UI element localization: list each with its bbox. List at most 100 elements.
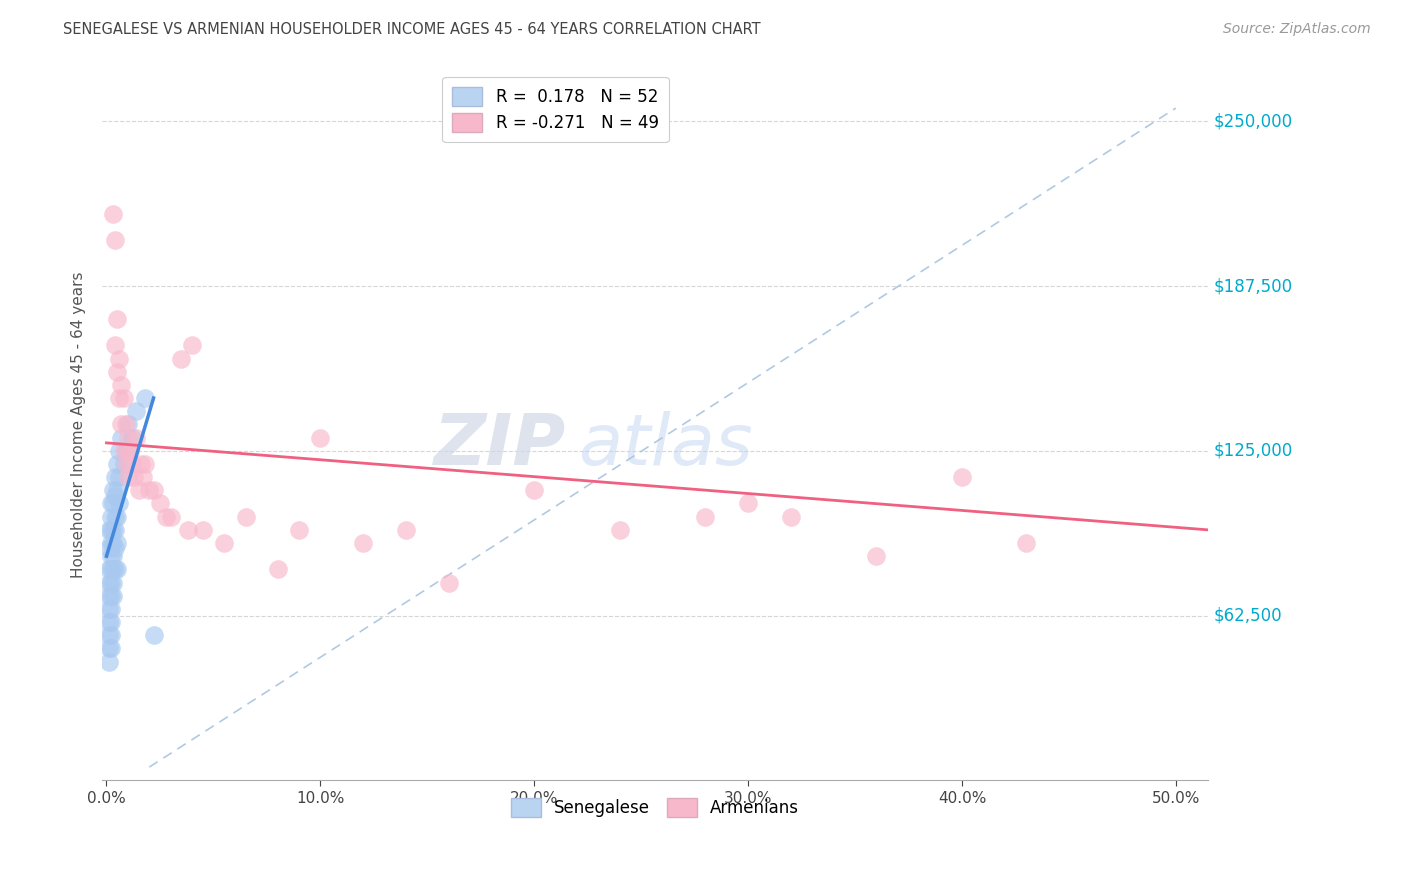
Point — [105, 312, 128, 326]
Point — [101, 536, 124, 550]
Point — [110, 431, 132, 445]
Point — [118, 443, 141, 458]
Point — [132, 470, 155, 484]
Point — [110, 417, 132, 432]
Point — [97, 589, 120, 603]
Point — [181, 338, 204, 352]
Point — [104, 489, 127, 503]
Point — [117, 470, 139, 484]
Point — [950, 470, 973, 484]
Point — [117, 443, 139, 458]
Point — [1015, 536, 1038, 550]
Point — [288, 523, 311, 537]
Point — [117, 417, 139, 432]
Point — [134, 391, 156, 405]
Point — [105, 509, 128, 524]
Point — [105, 365, 128, 379]
Legend: Senegalese, Armenians: Senegalese, Armenians — [502, 789, 807, 825]
Point — [97, 575, 120, 590]
Text: $125,000: $125,000 — [1213, 442, 1292, 459]
Point — [101, 575, 124, 590]
Point — [695, 509, 717, 524]
Point — [101, 206, 124, 220]
Point — [101, 589, 124, 603]
Point — [97, 523, 120, 537]
Point — [97, 628, 120, 642]
Text: $62,500: $62,500 — [1213, 607, 1282, 624]
Point — [108, 443, 131, 458]
Point — [737, 496, 759, 510]
Text: atlas: atlas — [578, 411, 752, 480]
Point — [101, 483, 124, 498]
Point — [128, 483, 150, 498]
Text: SENEGALESE VS ARMENIAN HOUSEHOLDER INCOME AGES 45 - 64 YEARS CORRELATION CHART: SENEGALESE VS ARMENIAN HOUSEHOLDER INCOM… — [63, 22, 761, 37]
Point — [191, 523, 214, 537]
Point — [100, 589, 122, 603]
Point — [104, 470, 127, 484]
Text: Source: ZipAtlas.com: Source: ZipAtlas.com — [1223, 22, 1371, 37]
Point — [108, 391, 131, 405]
Point — [142, 483, 165, 498]
Point — [129, 457, 152, 471]
Point — [100, 575, 122, 590]
Point — [865, 549, 887, 564]
Point — [105, 483, 128, 498]
Point — [105, 536, 128, 550]
Point — [100, 628, 122, 642]
Point — [100, 615, 122, 629]
Point — [170, 351, 193, 366]
Point — [212, 536, 235, 550]
Point — [104, 509, 127, 524]
Point — [97, 655, 120, 669]
Point — [97, 562, 120, 576]
Point — [121, 457, 143, 471]
Point — [100, 509, 122, 524]
Point — [104, 233, 127, 247]
Point — [125, 404, 148, 418]
Text: $250,000: $250,000 — [1213, 112, 1292, 130]
Point — [112, 457, 135, 471]
Point — [97, 541, 120, 556]
Y-axis label: Householder Income Ages 45 - 64 years: Householder Income Ages 45 - 64 years — [72, 271, 86, 578]
Point — [100, 496, 122, 510]
Point — [101, 549, 124, 564]
Point — [155, 509, 177, 524]
Point — [142, 628, 165, 642]
Point — [100, 549, 122, 564]
Point — [104, 541, 127, 556]
Point — [125, 431, 148, 445]
Point — [177, 523, 200, 537]
Point — [149, 496, 172, 510]
Point — [114, 443, 136, 458]
Point — [124, 470, 146, 484]
Point — [108, 351, 131, 366]
Point — [117, 431, 139, 445]
Point — [159, 509, 181, 524]
Point — [779, 509, 801, 524]
Point — [104, 562, 127, 576]
Point — [101, 523, 124, 537]
Point — [100, 562, 122, 576]
Point — [105, 457, 128, 471]
Point — [101, 496, 124, 510]
Point — [112, 443, 135, 458]
Point — [112, 391, 135, 405]
Point — [104, 338, 127, 352]
Point — [97, 602, 120, 616]
Point — [121, 431, 143, 445]
Point — [138, 483, 160, 498]
Point — [110, 377, 132, 392]
Point — [100, 536, 122, 550]
Text: ZIP: ZIP — [434, 411, 567, 480]
Text: $187,500: $187,500 — [1213, 277, 1292, 295]
Point — [100, 641, 122, 656]
Point — [114, 457, 136, 471]
Point — [134, 457, 156, 471]
Point — [97, 615, 120, 629]
Point — [105, 562, 128, 576]
Point — [609, 523, 631, 537]
Point — [114, 417, 136, 432]
Point — [108, 470, 131, 484]
Point — [108, 496, 131, 510]
Point — [395, 523, 418, 537]
